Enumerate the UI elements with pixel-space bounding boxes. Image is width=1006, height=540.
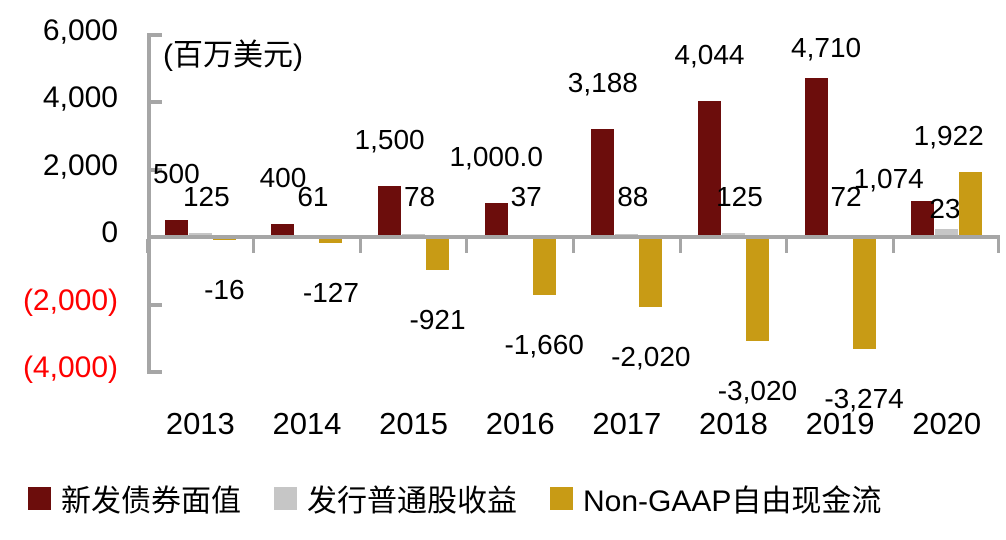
legend: 新发债券面值 发行普通股收益 Non-GAAP自由现金流 <box>28 476 881 520</box>
bar-Non-GAAP自由现金流-2013 <box>212 239 236 240</box>
y-axis-tick-label: 2,000 <box>42 148 118 182</box>
x-axis-category-label: 2019 <box>805 406 875 441</box>
legend-swatch-icon <box>274 486 297 510</box>
x-axis-tick <box>358 239 362 253</box>
bar-Non-GAAP自由现金流-2014 <box>319 239 343 244</box>
x-axis-tick <box>145 239 149 253</box>
bar-label-发行普通股收益-2014: 61 <box>297 181 329 212</box>
x-axis-category-label: 2014 <box>272 406 342 441</box>
bar-新发债券面值-2015 <box>378 186 402 237</box>
x-axis-tick <box>252 239 256 253</box>
bar-新发债券面值-2016 <box>484 203 508 237</box>
bar-label-Non-GAAP自由现金流-2016: -1,660 <box>504 329 584 361</box>
bar-label-新发债券面值-2014: 400 <box>259 161 307 193</box>
x-axis-tick <box>997 239 1000 253</box>
x-axis-baseline <box>147 235 1000 239</box>
bar-新发债券面值-2017 <box>591 129 615 237</box>
bar-label-Non-GAAP自由现金流-2014: -127 <box>302 277 359 309</box>
bar-Non-GAAP自由现金流-2017 <box>639 239 663 308</box>
bar-新发债券面值-2019 <box>804 78 828 237</box>
bar-新发债券面值-2014 <box>271 223 295 237</box>
x-axis-tick <box>678 239 682 253</box>
legend-label: 发行普通股收益 <box>307 485 517 518</box>
y-axis-tick-label: 4,000 <box>42 81 118 114</box>
bar-新发债券面值-2018 <box>697 100 721 237</box>
bar-label-Non-GAAP自由现金流-2019: -3,274 <box>824 383 904 415</box>
x-axis-tick <box>465 239 469 253</box>
y-axis-tick <box>151 370 162 374</box>
legend-label: 新发债券面值 <box>61 485 241 518</box>
bar-label-新发债券面值-2016: 1,000.0 <box>449 141 543 173</box>
bar-label-Non-GAAP自由现金流-2017: -2,020 <box>611 341 691 373</box>
bar-label-新发债券面值-2013: 500 <box>152 158 200 190</box>
bar-label-发行普通股收益-2013: 125 <box>182 181 230 212</box>
y-axis-tick <box>151 100 162 104</box>
legend-label: Non-GAAP自由现金流 <box>583 485 882 518</box>
bar-label-新发债券面值-2015: 1,500 <box>354 124 425 156</box>
y-axis-tick <box>151 302 162 307</box>
bar-label-Non-GAAP自由现金流-2020: 1,922 <box>913 120 984 152</box>
y-axis-line <box>147 32 151 374</box>
bar-Non-GAAP自由现金流-2020 <box>959 172 983 237</box>
legend-swatch-icon <box>550 486 573 510</box>
x-axis-category-label: 2013 <box>165 406 235 441</box>
x-axis-tick <box>785 239 789 253</box>
x-axis-category-label: 2018 <box>698 406 768 441</box>
legend-item-新发债券面值: 新发债券面值 <box>28 476 241 520</box>
bar-label-发行普通股收益-2016: 37 <box>510 181 542 212</box>
bar-新发债券面值-2020 <box>911 200 935 237</box>
bar-label-发行普通股收益-2019: 72 <box>830 181 862 212</box>
x-axis-category-label: 2015 <box>379 406 449 441</box>
bar-发行普通股收益-2018 <box>721 232 745 237</box>
unit-annotation: (百万美元) <box>163 39 303 72</box>
bar-label-Non-GAAP自由现金流-2015: -921 <box>409 304 466 336</box>
bar-label-发行普通股收益-2018: 125 <box>716 181 763 212</box>
y-axis-tick-label: 0 <box>101 216 118 249</box>
bar-label-新发债券面值-2019: 4,710 <box>791 32 862 64</box>
bar-Non-GAAP自由现金流-2016 <box>532 239 556 296</box>
bar-label-发行普通股收益-2015: 78 <box>403 181 436 212</box>
bar-label-Non-GAAP自由现金流-2013: -16 <box>204 274 245 305</box>
y-axis-tick <box>151 32 162 37</box>
y-axis-tick-label: (4,000) <box>22 351 118 384</box>
x-axis-category-label: 2016 <box>485 406 555 441</box>
legend-swatch-icon <box>28 486 51 510</box>
bar-Non-GAAP自由现金流-2018 <box>745 239 769 341</box>
bar-label-新发债券面值-2020: 1,074 <box>853 162 924 194</box>
bar-发行普通股收益-2020 <box>935 229 959 237</box>
bar-label-新发债券面值-2018: 4,044 <box>674 38 745 70</box>
bar-Non-GAAP自由现金流-2019 <box>852 239 876 350</box>
legend-item-发行普通股收益: 发行普通股收益 <box>274 476 517 520</box>
bar-label-Non-GAAP自由现金流-2018: -3,020 <box>717 374 798 406</box>
x-axis-category-label: 2020 <box>912 406 982 441</box>
y-axis-tick-label: 6,000 <box>42 13 118 47</box>
legend-item-Non-GAAP自由现金流: Non-GAAP自由现金流 <box>550 476 881 520</box>
x-axis-tick <box>572 239 575 253</box>
bar-Non-GAAP自由现金流-2015 <box>426 239 450 271</box>
y-axis-tick-label: (2,000) <box>22 283 118 317</box>
x-axis-category-label: 2017 <box>592 406 662 441</box>
bar-发行普通股收益-2013 <box>188 232 212 237</box>
bar-label-发行普通股收益-2017: 88 <box>617 181 649 212</box>
bar-label-新发债券面值-2017: 3,188 <box>567 67 638 99</box>
y-axis-tick <box>151 167 162 172</box>
bar-新发债券面值-2013 <box>164 220 188 237</box>
x-axis-tick <box>891 239 895 253</box>
